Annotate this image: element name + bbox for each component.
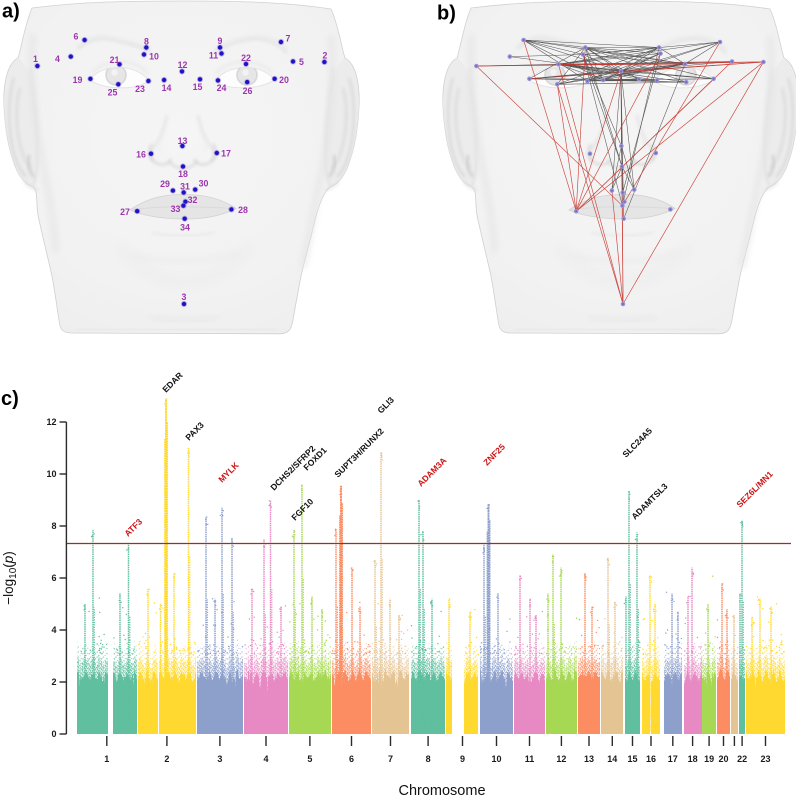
svg-text:2: 2 <box>51 677 56 687</box>
svg-text:SUPT3H/RUNX2: SUPT3H/RUNX2 <box>332 426 385 479</box>
svg-text:ATF3: ATF3 <box>122 516 144 538</box>
svg-text:18: 18 <box>688 754 698 764</box>
svg-text:8: 8 <box>144 36 149 46</box>
svg-text:21: 21 <box>110 55 120 65</box>
svg-text:24: 24 <box>217 83 227 93</box>
svg-text:16: 16 <box>646 754 656 764</box>
svg-text:18: 18 <box>178 169 188 179</box>
svg-text:SEZ6L/MN1: SEZ6L/MN1 <box>734 469 775 510</box>
svg-text:c): c) <box>1 388 19 410</box>
svg-text:12: 12 <box>46 417 56 427</box>
svg-text:13: 13 <box>178 136 188 146</box>
svg-text:8: 8 <box>426 754 431 764</box>
svg-text:2: 2 <box>164 754 169 764</box>
svg-text:13: 13 <box>584 754 594 764</box>
svg-text:PAX3: PAX3 <box>183 420 206 443</box>
svg-text:10: 10 <box>149 51 159 61</box>
svg-text:SLC24A5: SLC24A5 <box>620 426 654 460</box>
svg-text:MYLK: MYLK <box>216 460 241 485</box>
svg-text:1: 1 <box>33 54 38 64</box>
svg-text:23: 23 <box>135 84 145 94</box>
svg-text:4: 4 <box>55 54 60 64</box>
svg-text:9: 9 <box>218 36 223 46</box>
svg-text:6: 6 <box>349 754 354 764</box>
svg-text:31: 31 <box>180 181 190 191</box>
svg-text:14: 14 <box>162 83 172 93</box>
svg-text:12: 12 <box>556 754 566 764</box>
svg-text:5: 5 <box>307 754 312 764</box>
svg-text:10: 10 <box>46 469 56 479</box>
svg-text:19: 19 <box>73 75 83 85</box>
svg-text:−log10(p): −log10(p) <box>1 551 19 605</box>
svg-text:33: 33 <box>171 204 181 214</box>
svg-text:4: 4 <box>263 754 268 764</box>
svg-text:11: 11 <box>525 754 535 764</box>
svg-text:Chromosome: Chromosome <box>398 783 485 799</box>
svg-text:ZNF25: ZNF25 <box>481 442 507 468</box>
svg-text:12: 12 <box>178 60 188 70</box>
svg-text:14: 14 <box>607 754 617 764</box>
svg-text:22: 22 <box>241 53 251 63</box>
svg-text:23: 23 <box>760 754 770 764</box>
svg-text:27: 27 <box>120 207 130 217</box>
svg-text:15: 15 <box>627 754 637 764</box>
svg-text:GLI3: GLI3 <box>375 395 396 416</box>
svg-text:25: 25 <box>108 87 118 97</box>
svg-text:10: 10 <box>491 754 501 764</box>
svg-text:6: 6 <box>51 573 56 583</box>
svg-text:8: 8 <box>51 521 56 531</box>
svg-text:EDAR: EDAR <box>160 370 185 395</box>
svg-text:19: 19 <box>704 754 714 764</box>
svg-text:6: 6 <box>74 31 79 41</box>
svg-text:4: 4 <box>51 625 56 635</box>
svg-text:b): b) <box>437 3 456 25</box>
svg-text:a): a) <box>2 1 20 23</box>
svg-text:34: 34 <box>180 222 190 232</box>
svg-text:16: 16 <box>136 149 146 159</box>
svg-text:28: 28 <box>238 205 248 215</box>
svg-text:29: 29 <box>160 179 170 189</box>
svg-text:7: 7 <box>388 754 393 764</box>
svg-text:30: 30 <box>199 178 209 188</box>
svg-text:11: 11 <box>209 50 218 60</box>
svg-text:26: 26 <box>243 86 253 96</box>
svg-text:22: 22 <box>737 754 747 764</box>
svg-text:15: 15 <box>193 82 203 92</box>
svg-text:0: 0 <box>51 729 56 739</box>
svg-text:20: 20 <box>279 75 289 85</box>
svg-text:3: 3 <box>182 292 187 302</box>
svg-text:ADAMTSL3: ADAMTSL3 <box>629 481 669 521</box>
svg-text:ADAM3A: ADAM3A <box>415 455 448 488</box>
svg-text:32: 32 <box>188 195 198 205</box>
svg-text:5: 5 <box>299 57 304 67</box>
svg-text:9: 9 <box>460 754 465 764</box>
svg-text:1: 1 <box>104 754 109 764</box>
svg-text:2: 2 <box>323 50 328 60</box>
svg-text:17: 17 <box>668 754 678 764</box>
svg-text:17: 17 <box>221 148 231 158</box>
svg-text:20: 20 <box>718 754 728 764</box>
svg-text:7: 7 <box>286 33 291 43</box>
svg-text:3: 3 <box>217 754 222 764</box>
